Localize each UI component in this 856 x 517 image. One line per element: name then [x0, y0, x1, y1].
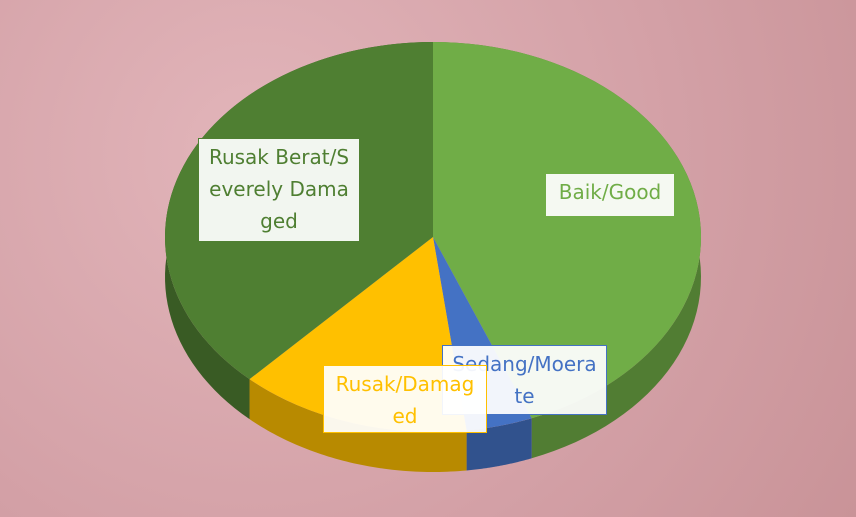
- slice-label: Baik/Good: [545, 173, 675, 217]
- slice-label: Rusak Berat/Severely Damaged: [198, 138, 360, 242]
- slice-label: Rusak/Damaged: [323, 365, 487, 433]
- pie-slice: [433, 42, 702, 419]
